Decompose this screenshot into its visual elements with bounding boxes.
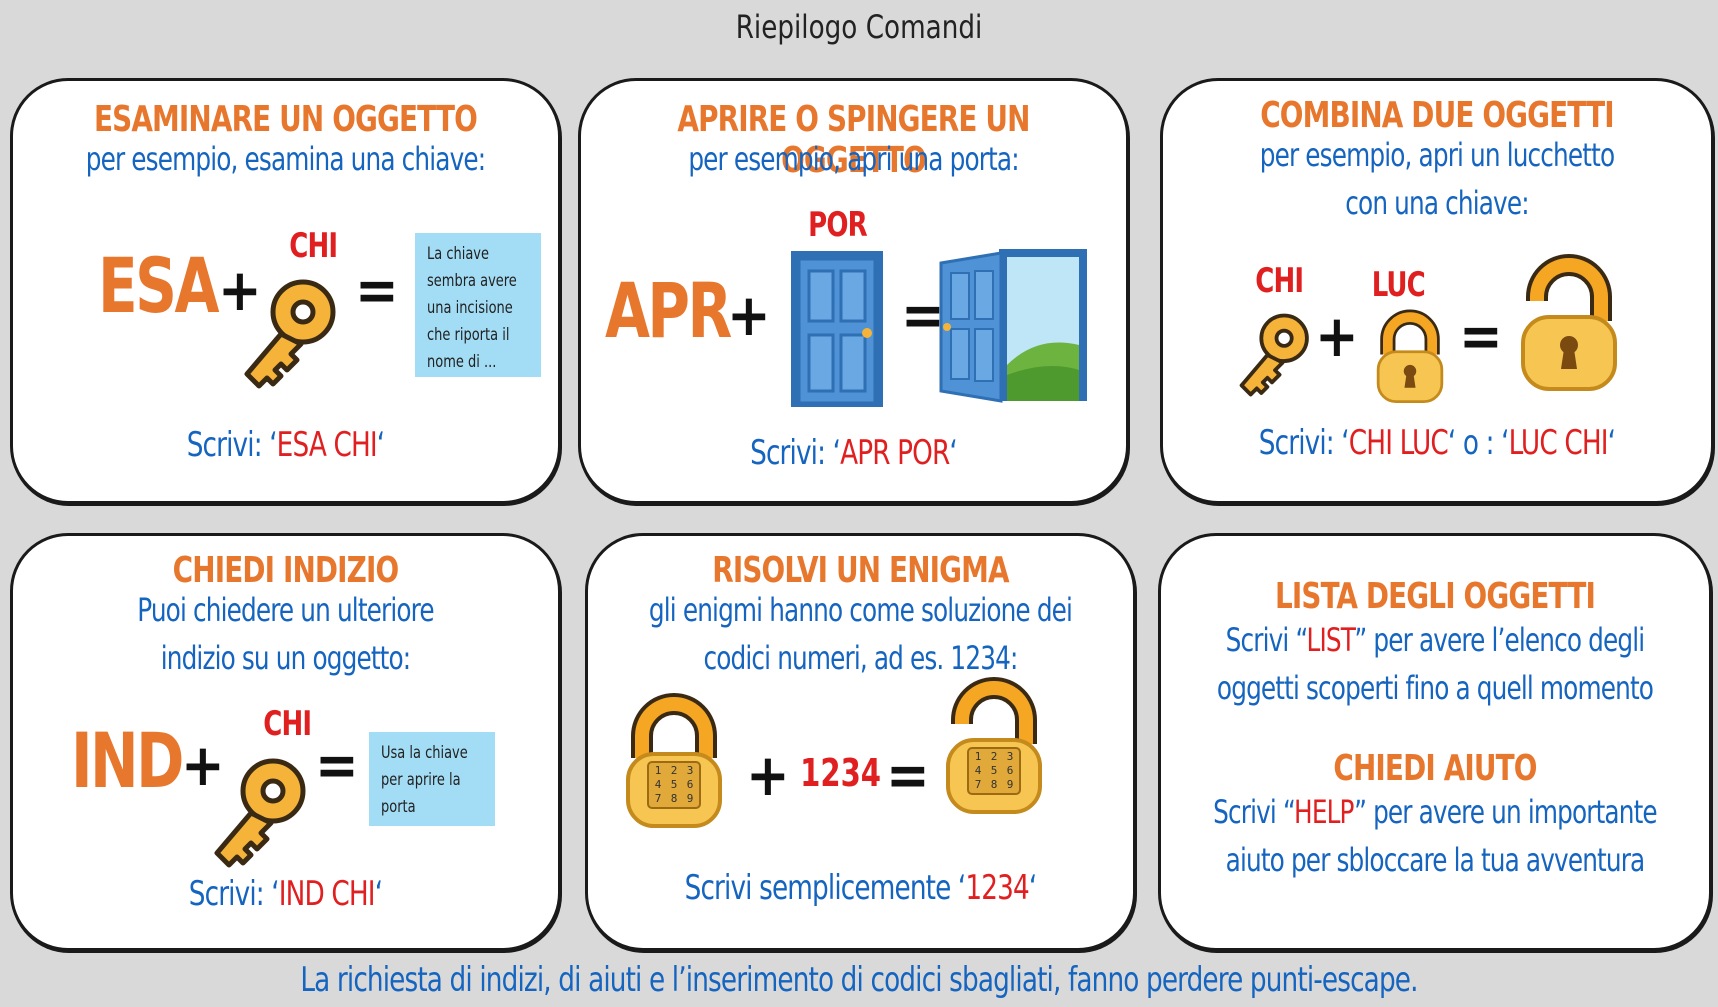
keypad-digit: 1 [655,764,662,777]
list-instruction: Scrivi “LIST” per avere l’elenco degli [1225,621,1645,659]
keypad-digit: 7 [975,778,982,791]
write-command: 1234 [965,868,1029,908]
note-line: nome di ... [427,352,497,372]
page-title: Riepilogo Comandi [735,8,983,46]
object-label: CHI [289,226,338,266]
padlock-closed-icon [1375,313,1445,403]
keypad-digit: 4 [975,764,982,777]
card-riddle: RISOLVI UN ENIGMA gli enigmi hanno come … [585,533,1136,951]
card-description: per esempio, apri una porta: [688,140,1019,178]
card-description-line: codici numeri, ad es. 1234: [703,639,1019,677]
write-instruction: Scrivi: ‘APR POR‘ [750,433,958,473]
write-instruction: Scrivi semplicemente ‘1234‘ [684,868,1038,908]
card-description-line: indizio su un oggetto: [160,639,411,677]
card-title: CHIEDI INDIZIO [172,550,400,591]
note-box: La chiave sembra avere una incisione che… [415,233,541,377]
command-word: APR [605,266,732,355]
write-instruction: Scrivi: ‘IND CHI‘ [188,874,383,914]
plus-sign: + [1315,302,1359,370]
padlock-open-icon [1519,261,1619,391]
list-command: LIST [1306,621,1356,659]
keypad-digit: 6 [1007,764,1014,777]
card-title-help: CHIEDI AIUTO [1333,748,1537,789]
object-label-a: CHI [1255,261,1304,301]
card-description-line: Puoi chiedere un ulteriore [137,591,434,629]
card-title-list: LISTA DEGLI OGGETTI [1275,576,1596,617]
door-open-icon [939,249,1087,403]
card-title: ESAMINARE UN OGGETTO [93,99,478,140]
keypad-digit: 5 [991,764,998,777]
keypad-digit: 6 [687,778,694,791]
keypad-digit: 7 [655,792,662,805]
object-label-b: LUC [1371,265,1426,305]
note-line: porta [381,797,416,817]
object-label: CHI [263,704,312,744]
note-line: una incisione [427,298,513,318]
equals-sign: = [901,281,945,349]
keypad-digit: 8 [671,792,678,805]
keypad-digit: 8 [991,778,998,791]
note-box: Usa la chiave per aprire la porta [369,732,495,826]
plus-sign: + [746,741,790,809]
keypad-digit: 4 [655,778,662,791]
command-word: IND [71,716,184,805]
help-command: HELP [1294,793,1355,831]
keypad-digit: 3 [687,764,694,777]
card-hint: CHIEDI INDIZIO Puoi chiedere un ulterior… [10,533,561,951]
keypad: 1 2 3 4 5 6 7 8 9 [975,750,1014,791]
equals-sign: = [355,256,399,324]
write-command: APR POR [840,433,950,473]
write-command: IND CHI [278,874,376,914]
note-line: che riporta il [427,325,510,345]
code-value: 1234 [800,751,882,795]
note-line: La chiave [427,244,489,264]
keypad-digit: 2 [991,750,998,763]
combination-lock-open-icon: 1 2 3 4 5 6 7 8 9 [944,684,1044,814]
combination-lock-icon: 1 2 3 4 5 6 7 8 9 [624,698,724,828]
note-line: sembra avere [427,271,517,291]
key-icon [1239,313,1309,397]
card-open: APRIRE O SPINGERE UN OGGETTO per esempio… [578,78,1129,504]
card-description-line: per esempio, apri un lucchetto [1259,136,1615,174]
write-command-b: LUC CHI [1508,423,1609,463]
plus-sign: + [727,281,771,349]
keypad-digit: 3 [1007,750,1014,763]
door-closed-icon [791,251,883,407]
card-title: APRIRE O SPINGERE UN OGGETTO [677,99,1030,181]
card-title: COMBINA DUE OGGETTI [1260,95,1614,136]
card-examine: ESAMINARE UN OGGETTO per esempio, esamin… [10,78,561,504]
footer-note: La richiesta di indizi, di aiuti e l’ins… [300,960,1418,1000]
key-icon [241,269,341,399]
key-icon [211,748,311,878]
equals-sign: = [315,731,359,799]
equals-sign: = [886,741,930,809]
keypad-digit: 9 [1007,778,1014,791]
card-title: RISOLVI UN ENIGMA [712,550,1009,591]
card-combine: COMBINA DUE OGGETTI per esempio, apri un… [1160,78,1714,504]
command-word: ESA [98,241,219,330]
keypad-digit: 9 [687,792,694,805]
card-list-help: LISTA DEGLI OGGETTI Scrivi “LIST” per av… [1158,533,1712,951]
keypad-digit: 5 [671,778,678,791]
keypad-digit: 2 [671,764,678,777]
plus-sign: + [181,731,225,799]
equals-sign: = [1459,302,1503,370]
card-description-line: con una chiave: [1345,184,1529,222]
write-instruction: Scrivi: ‘CHI LUC‘ o : ‘LUC CHI‘ [1258,423,1616,463]
card-description: per esempio, esamina una chiave: [85,140,486,178]
note-line: Usa la chiave [381,743,468,763]
help-instruction-line2: aiuto per sbloccare la tua avventura [1225,841,1646,879]
keypad-digit: 1 [975,750,982,763]
card-description-line: gli enigmi hanno come soluzione dei [648,591,1073,629]
plus-sign: + [218,256,262,324]
note-line: per aprire la [381,770,461,790]
help-instruction: Scrivi “HELP” per avere un importante [1213,793,1657,831]
write-instruction: Scrivi: ‘ESA CHI‘ [186,425,385,465]
write-command: ESA CHI [276,425,378,465]
write-command-a: CHI LUC [1348,423,1449,463]
object-label: POR [808,205,867,245]
list-instruction-line2: oggetti scoperti fino a quell momento [1216,669,1654,707]
keypad: 1 2 3 4 5 6 7 8 9 [655,764,694,805]
